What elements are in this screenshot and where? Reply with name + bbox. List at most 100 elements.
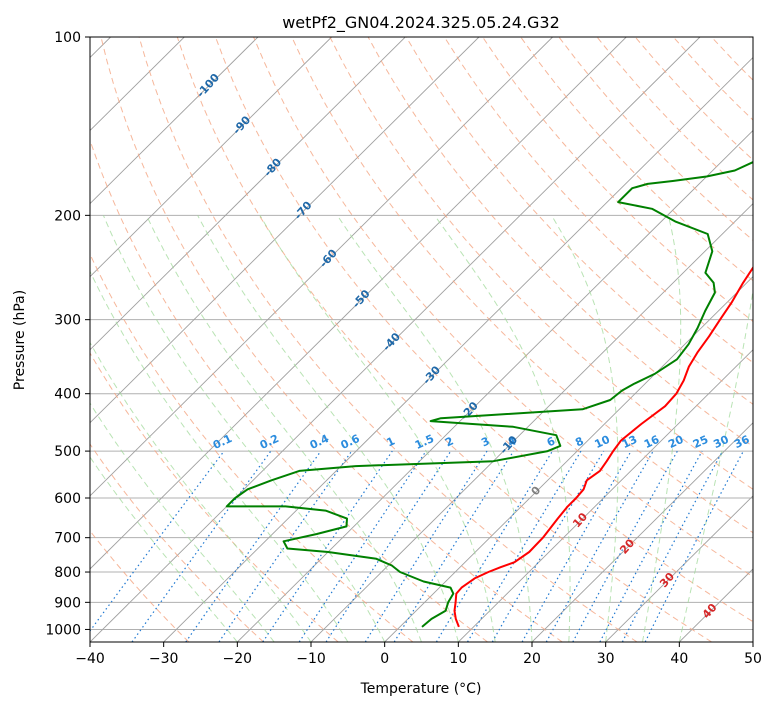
isotherm-line <box>310 202 753 642</box>
y-tick-label: 800 <box>54 565 81 581</box>
mixing-ratio-line <box>298 450 427 642</box>
moist-adiabat-line <box>102 215 386 642</box>
moist-adiabat-line <box>90 270 349 642</box>
y-tick-label: 200 <box>54 208 81 224</box>
moist-adiabat-line <box>259 215 496 642</box>
y-axis: 100 200 300 400 500 600 700 800 900 1000 <box>45 30 90 638</box>
dry-adiabat-line <box>90 138 488 642</box>
mixing-ratio-line <box>435 450 554 642</box>
mixing-ratio-label: 0.4 <box>308 432 331 452</box>
dry-adiabat-line <box>176 37 712 642</box>
dry-adiabat-line <box>215 37 753 623</box>
dry-adiabat-line <box>711 37 753 81</box>
isotherm-line <box>384 276 753 642</box>
plot-frame <box>89 36 754 643</box>
isotherm-line <box>90 37 332 278</box>
isotherm-line <box>90 37 480 424</box>
mixing-ratio-line <box>466 450 582 642</box>
isotherm-line <box>531 422 753 642</box>
mixing-ratio-label: 0.2 <box>258 432 281 452</box>
mixing-ratio-label: 16 <box>642 433 662 451</box>
mixing-ratio-line <box>218 450 353 642</box>
mixing-ratio-line <box>325 450 452 642</box>
y-tick-label: 400 <box>54 387 81 403</box>
isotherm-line <box>163 56 753 642</box>
profile-lines <box>225 161 753 628</box>
dry-adiabat-line <box>253 37 753 578</box>
dry-adiabat-line <box>329 37 753 490</box>
mixing-ratio-line <box>599 450 703 642</box>
x-tick-label: 40 <box>670 651 688 667</box>
dry-adiabat-line <box>100 37 563 642</box>
mixing-ratio-label: 3 <box>479 434 491 449</box>
mixing-ratio-line <box>262 450 393 642</box>
isotherm-line <box>90 37 406 351</box>
moist-adiabat-line <box>90 456 238 642</box>
mixing-ratio-line <box>393 450 515 642</box>
mixing-ratio-line <box>90 450 225 632</box>
isotherm-line <box>679 568 753 642</box>
moist-adiabat-line <box>146 215 422 642</box>
dry-adiabat-line <box>443 37 753 364</box>
mixing-ratio-label: 1.5 <box>413 432 436 452</box>
x-axis: −40 −30 −20 −10 0 10 20 30 40 50 <box>75 642 762 667</box>
mixing-ratio-label: 10 <box>593 433 613 451</box>
y-tick-label: 600 <box>54 491 81 507</box>
mixing-ratio-line <box>185 450 322 642</box>
isotherm-line <box>90 37 259 205</box>
chart-title: wetPf2_GN04.2024.325.05.24.G32 <box>282 13 560 33</box>
isotherm-line <box>752 641 753 642</box>
y-tick-label: 900 <box>54 595 81 611</box>
dry-adiabat-line <box>291 37 753 534</box>
x-axis-label: Temperature (°C) <box>360 681 482 697</box>
dry-adiabat-line <box>405 37 753 405</box>
dry-adiabat-line <box>138 37 638 642</box>
y-tick-label: 300 <box>54 313 81 329</box>
moist-adiabat-line <box>336 215 533 642</box>
isotherm-line <box>605 495 753 642</box>
dewpoint-profile-line <box>225 161 753 628</box>
x-tick-label: −20 <box>223 651 253 667</box>
x-tick-label: −40 <box>75 651 105 667</box>
moist-adiabat-line <box>434 215 571 642</box>
mixing-ratio-label: 1 <box>385 434 397 449</box>
dry-adiabat-line <box>520 37 753 282</box>
moist-adiabat-line <box>642 215 682 642</box>
y-axis-label: Pressure (hPa) <box>12 290 28 390</box>
y-tick-label: 500 <box>54 444 81 460</box>
x-tick-label: −30 <box>149 651 179 667</box>
y-tick-label: 1000 <box>45 622 81 638</box>
dry-adiabat-line <box>672 37 753 121</box>
y-tick-label: 100 <box>54 30 81 46</box>
dry-adiabat-line <box>90 530 190 642</box>
isotherm-line <box>458 349 753 642</box>
mixing-ratio-label: 25 <box>691 433 710 451</box>
y-tick-label: 700 <box>54 531 81 547</box>
moist-adiabat-line <box>551 215 619 642</box>
background-lines <box>90 37 753 642</box>
x-tick-label: 10 <box>449 651 467 667</box>
isotherm-line <box>90 37 627 570</box>
x-tick-label: 0 <box>380 651 389 667</box>
mixing-ratio-line <box>644 450 744 642</box>
temperature-profile-line <box>453 265 753 628</box>
x-tick-label: 30 <box>597 651 615 667</box>
dry-adiabat-line <box>367 37 753 448</box>
mixing-ratio-label: 8 <box>573 434 585 449</box>
mixing-ratio-label: 0.1 <box>211 432 234 452</box>
moist-adiabat-line <box>90 402 275 642</box>
dry-adiabat-line <box>90 443 264 642</box>
mixing-ratio-line <box>131 450 272 642</box>
mixing-ratio-label: 13 <box>620 433 639 451</box>
mixing-ratio-label: 30 <box>711 433 731 451</box>
moist-adiabat-line <box>678 287 753 642</box>
mixing-ratio-line <box>491 450 605 642</box>
dry-adiabat-line <box>558 37 753 241</box>
x-tick-label: 20 <box>523 651 541 667</box>
mixing-ratio-line <box>364 450 488 642</box>
moist-adiabat-line <box>197 215 459 642</box>
line-labels: 0.1 0.2 0.4 0.6 1 1.5 2 3 4 6 8 10 13 16 20 25 30 36-100-… <box>194 71 752 621</box>
moist-adiabat-line <box>90 341 312 642</box>
dry-adiabat-line <box>634 37 753 161</box>
